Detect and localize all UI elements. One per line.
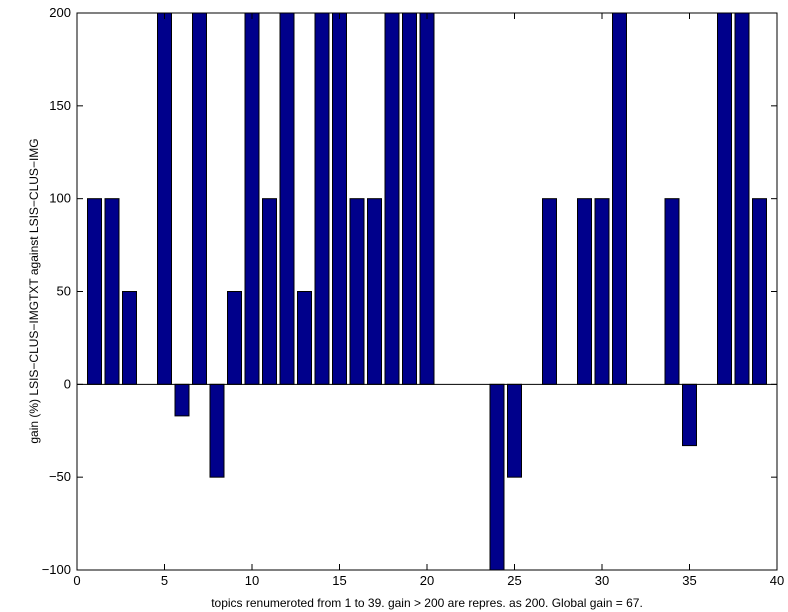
bar-topic-35 — [682, 383, 697, 447]
bar-topic-20 — [419, 12, 435, 385]
x-tick-label-5: 5 — [161, 573, 168, 588]
y-tick-label-200: 200 — [49, 5, 71, 20]
bar-topic-17 — [367, 198, 382, 385]
tick-labels-group: 0 5 10 15 20 25 30 35 40 −100 −50 0 50 100 150 200 — [42, 5, 785, 588]
bar-topic-24 — [489, 383, 505, 571]
bar-topic-25 — [507, 383, 522, 478]
bars-group — [87, 12, 767, 571]
y-tick-label-150: 150 — [49, 98, 71, 113]
bar-topic-14 — [314, 12, 330, 385]
bar-topic-27 — [542, 198, 557, 385]
bar-topic-3 — [122, 291, 137, 385]
bar-topic-8 — [209, 383, 225, 478]
bar-topic-30 — [594, 198, 610, 385]
ticks-group — [76, 12, 778, 571]
y-axis-label: gain (%) LSIS−CLUS−IMGTXT against LSIS−C… — [27, 138, 41, 443]
bar-topic-9 — [227, 291, 242, 385]
x-tick-label-10: 10 — [245, 573, 259, 588]
y-tick-label--50: −50 — [49, 469, 71, 484]
bar-topic-6 — [174, 383, 190, 417]
bar-topic-2 — [104, 198, 120, 385]
bar-topic-11 — [262, 198, 277, 385]
bar-topic-38 — [734, 12, 750, 385]
bar-topic-13 — [297, 291, 312, 385]
x-tick-label-25: 25 — [507, 573, 521, 588]
bar-topic-39 — [752, 198, 767, 385]
bar-topic-10 — [244, 12, 260, 385]
bar-topic-19 — [402, 12, 417, 385]
x-tick-label-40: 40 — [770, 573, 784, 588]
x-tick-label-35: 35 — [682, 573, 696, 588]
bar-topic-5 — [157, 12, 172, 385]
x-axis-label: topics renumeroted from 1 to 39. gain > … — [211, 596, 643, 610]
bar-topic-15 — [332, 12, 347, 385]
bar-topic-1 — [87, 198, 102, 385]
bar-topic-29 — [577, 198, 592, 385]
y-tick-label-100: 100 — [49, 191, 71, 206]
bar-topic-37 — [717, 12, 732, 385]
x-tick-label-0: 0 — [73, 573, 80, 588]
bar-topic-34 — [664, 198, 680, 385]
bar-topic-12 — [279, 12, 295, 385]
bar-topic-16 — [349, 198, 365, 385]
y-tick-label-0: 0 — [64, 376, 71, 391]
x-tick-label-15: 15 — [332, 573, 346, 588]
bar-topic-31 — [612, 12, 627, 385]
y-tick-label--100: −100 — [42, 562, 71, 577]
bar-topic-18 — [384, 12, 400, 385]
x-tick-label-20: 20 — [420, 573, 434, 588]
x-tick-label-30: 30 — [595, 573, 609, 588]
y-tick-label-50: 50 — [57, 284, 71, 299]
bar-topic-7 — [192, 12, 207, 385]
